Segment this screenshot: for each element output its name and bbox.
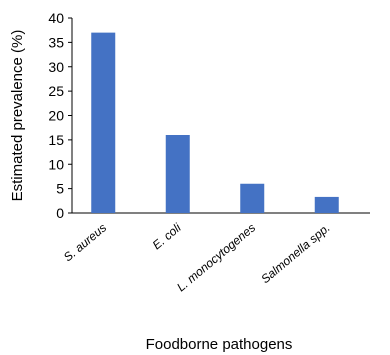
- x-axis-title: Foodborne pathogens: [146, 336, 293, 353]
- x-tick-label: Salmonella spp.: [258, 221, 332, 287]
- y-tick-label: 0: [56, 205, 64, 221]
- bars: [91, 32, 339, 213]
- y-tick-label: 40: [48, 10, 64, 26]
- y-tick-label: 25: [48, 83, 64, 99]
- y-tick-label: 35: [48, 34, 64, 50]
- bar: [165, 135, 190, 213]
- y-tick-label: 15: [48, 132, 64, 148]
- x-tick-label: E. coli: [150, 220, 184, 252]
- y-axis-ticks: 0 5 10 15 20 25 30 35 40: [48, 10, 72, 221]
- bar: [240, 183, 265, 213]
- x-tick-label: L. monocytogenes: [174, 221, 258, 295]
- bar: [91, 32, 116, 213]
- x-tick-label: S. aureus: [61, 221, 109, 265]
- bar: [314, 196, 339, 213]
- y-tick-label: 20: [48, 108, 64, 124]
- y-tick-label: 10: [48, 156, 64, 172]
- y-tick-label: 30: [48, 59, 64, 75]
- y-axis-title: Estimated prevalence (%): [9, 30, 26, 202]
- y-tick-label: 5: [56, 181, 64, 197]
